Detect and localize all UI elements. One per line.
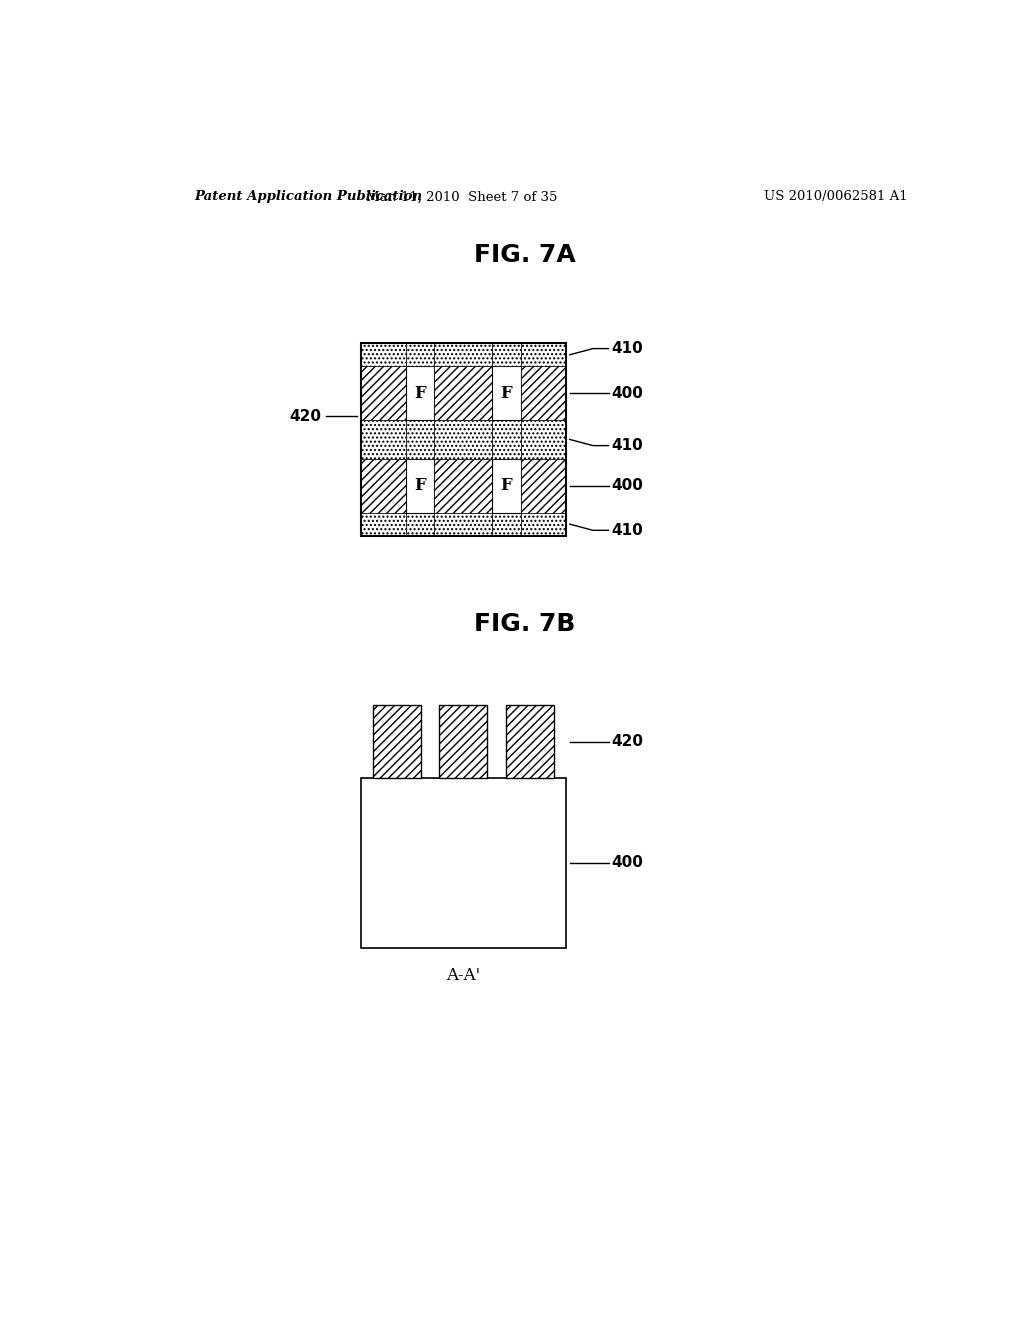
- Text: F: F: [414, 384, 426, 401]
- Text: F: F: [501, 477, 512, 494]
- Text: 410: 410: [611, 438, 643, 453]
- Bar: [373, 705, 421, 779]
- Bar: [434, 459, 492, 512]
- Text: 400: 400: [611, 385, 643, 401]
- Bar: [360, 779, 566, 948]
- Text: 410: 410: [611, 523, 643, 537]
- Bar: [406, 343, 434, 367]
- Bar: [434, 367, 492, 420]
- Bar: [360, 343, 566, 536]
- Text: A-A': A-A': [446, 966, 480, 983]
- Text: 400: 400: [611, 478, 643, 494]
- Text: 420: 420: [611, 734, 643, 750]
- Bar: [520, 420, 566, 459]
- Bar: [506, 705, 554, 779]
- Text: FIG. 7B: FIG. 7B: [474, 612, 575, 636]
- Bar: [360, 343, 406, 367]
- Text: F: F: [414, 477, 426, 494]
- Bar: [520, 343, 566, 367]
- Bar: [406, 420, 434, 459]
- Bar: [492, 420, 520, 459]
- Bar: [406, 459, 434, 512]
- Bar: [434, 512, 492, 536]
- Text: Patent Application Publication: Patent Application Publication: [194, 190, 422, 203]
- Bar: [360, 459, 406, 512]
- Bar: [434, 420, 492, 459]
- Bar: [439, 705, 487, 779]
- Bar: [360, 367, 406, 420]
- Text: 410: 410: [611, 341, 643, 356]
- Bar: [492, 367, 520, 420]
- Bar: [520, 367, 566, 420]
- Bar: [492, 512, 520, 536]
- Bar: [492, 459, 520, 512]
- Bar: [520, 512, 566, 536]
- Bar: [406, 512, 434, 536]
- Text: US 2010/0062581 A1: US 2010/0062581 A1: [764, 190, 907, 203]
- Bar: [520, 459, 566, 512]
- Text: Mar. 11, 2010  Sheet 7 of 35: Mar. 11, 2010 Sheet 7 of 35: [366, 190, 557, 203]
- Bar: [406, 367, 434, 420]
- Text: F: F: [501, 384, 512, 401]
- Text: 420: 420: [290, 409, 322, 424]
- Text: 400: 400: [611, 855, 643, 870]
- Bar: [492, 343, 520, 367]
- Text: FIG. 7A: FIG. 7A: [474, 243, 575, 267]
- Bar: [360, 420, 406, 459]
- Bar: [434, 343, 492, 367]
- Bar: [360, 512, 406, 536]
